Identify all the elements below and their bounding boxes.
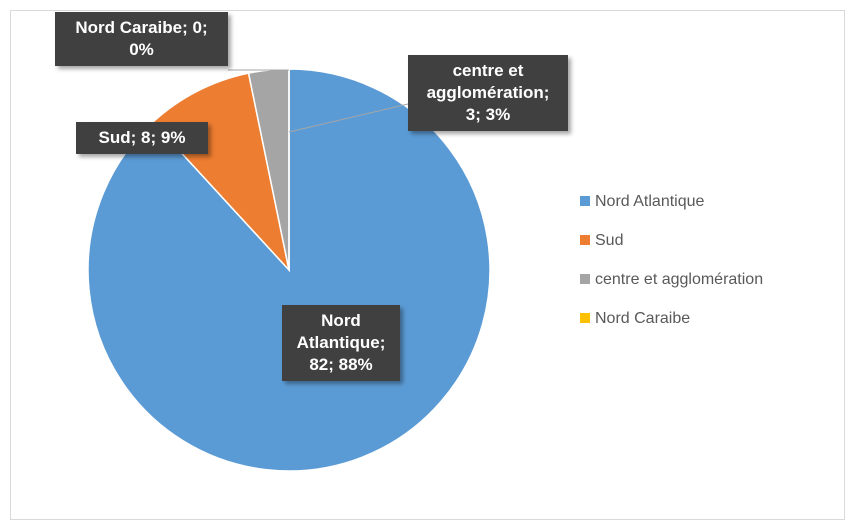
data-label: Nord Caraibe; 0; 0%: [55, 12, 228, 66]
legend-item: Nord Atlantique: [580, 193, 704, 211]
data-label: Nord Atlantique; 82; 88%: [282, 305, 400, 381]
legend-label: Nord Caraibe: [595, 310, 691, 327]
legend-swatch: [580, 274, 590, 284]
legend-item: centre et agglomération: [580, 271, 763, 289]
legend-label: Nord Atlantique: [595, 193, 705, 210]
legend-swatch: [580, 313, 590, 323]
legend-item: Sud: [580, 232, 623, 250]
legend-label: centre et agglomération: [595, 271, 764, 288]
legend-swatch: [580, 235, 590, 245]
legend-label: Sud: [595, 232, 624, 249]
leader-line: [288, 103, 409, 133]
data-label: Sud; 8; 9%: [76, 122, 208, 154]
data-label: centre et agglomération; 3; 3%: [408, 55, 568, 131]
legend-swatch: [580, 196, 590, 206]
legend-item: Nord Caraibe: [580, 310, 690, 328]
